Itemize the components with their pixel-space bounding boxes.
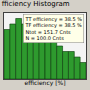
svg-text:efficiency [%]: efficiency [%] [24, 79, 65, 87]
svg-text:TT efficiency = 38.5 %TF effic: TT efficiency = 38.5 %TF efficiency = 38… [25, 16, 83, 42]
svg-text:fficiency Histogram: fficiency Histogram [2, 0, 70, 8]
